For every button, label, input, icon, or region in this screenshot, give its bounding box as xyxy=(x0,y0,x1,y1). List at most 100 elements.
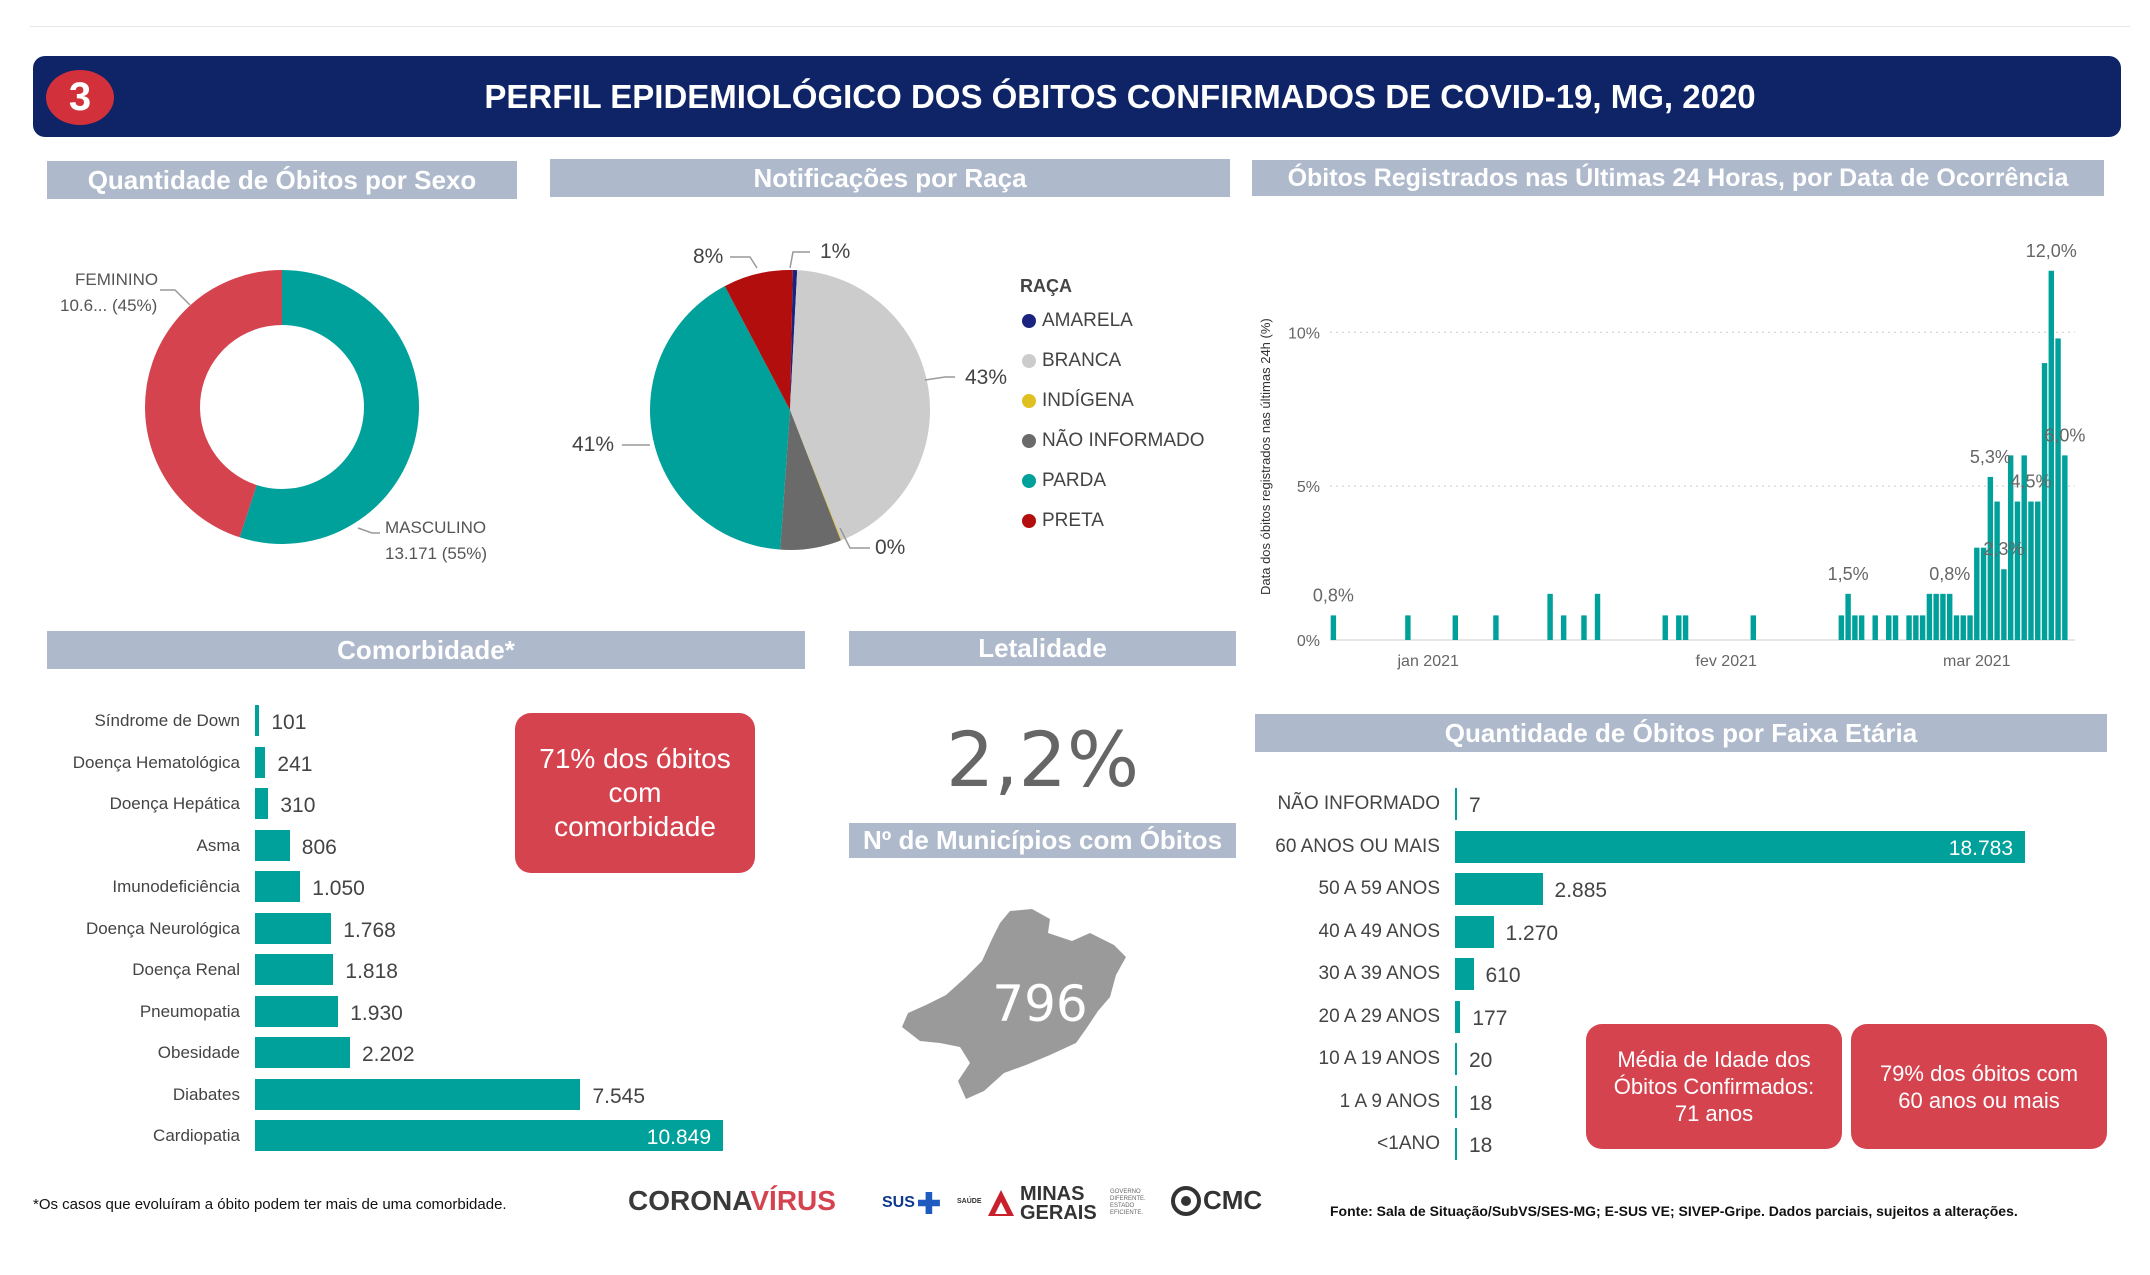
municipios-value: 796 xyxy=(992,975,1088,1033)
data-label: 1.818 xyxy=(345,960,398,983)
donut-label-masculino: MASCULINO xyxy=(385,518,487,537)
data-label: 10.849 xyxy=(646,1126,711,1149)
legend-raca: AMARELA BRANCA INDÍGENA NÃO INFORMADO PARDA P… xyxy=(1022,310,1205,550)
section-badge: 3 xyxy=(46,70,114,125)
comorbidade-summary-box: 71% dos óbitos com comorbidade xyxy=(515,713,755,873)
legend-item: NÃO INFORMADO xyxy=(1022,430,1205,470)
bar xyxy=(1967,615,1973,640)
minas-gerais-map xyxy=(902,909,1126,1099)
bar xyxy=(255,1120,723,1151)
pie-slice-preta xyxy=(724,270,793,410)
donut-chart-sexo xyxy=(145,270,419,544)
pie-slice-indígena xyxy=(790,410,842,541)
category-label: <1ANO xyxy=(1377,1133,1440,1154)
data-label: 177 xyxy=(1472,1006,1508,1030)
category-label: 30 A 39 ANOS xyxy=(1318,963,1440,984)
legend-swatch xyxy=(1022,313,1036,328)
bar xyxy=(1455,1043,1457,1075)
legend-item: PARDA xyxy=(1022,470,1205,510)
donut-label-feminino: FEMININO xyxy=(75,270,159,289)
bar xyxy=(2014,501,2021,640)
bar xyxy=(1493,615,1499,640)
pie-slice-não-informado xyxy=(780,410,841,550)
bar xyxy=(2048,270,2055,640)
sus-logo: SUS xyxy=(882,1192,940,1214)
data-label: 18 xyxy=(1469,1134,1493,1157)
bar xyxy=(1994,501,2000,640)
donut-value-feminino: 10.6... (45%) xyxy=(60,296,158,315)
bar xyxy=(255,705,260,736)
pie-label-parda: 41% xyxy=(572,433,615,456)
category-label: Doença Hepática xyxy=(109,794,240,813)
data-label: 18 xyxy=(1469,1091,1493,1115)
category-label: 50 A 59 ANOS xyxy=(1318,878,1440,899)
bar xyxy=(1940,593,1946,640)
data-label: 0,8% xyxy=(1929,564,1970,584)
bar xyxy=(1980,547,1987,640)
section-header-municipios: Nº de Municípios com Óbitos xyxy=(849,823,1236,858)
bar xyxy=(1682,615,1689,640)
legend-swatch xyxy=(1022,393,1036,408)
section-header-faixa: Quantidade de Óbitos por Faixa Etária xyxy=(1255,714,2107,752)
category-label: NÃO INFORMADO xyxy=(1277,793,1440,814)
y-tick-label: 5% xyxy=(1297,479,1320,496)
data-label: 7.545 xyxy=(592,1084,646,1108)
bar xyxy=(1452,615,1459,640)
data-label: 2.202 xyxy=(361,1043,415,1066)
bar xyxy=(255,995,339,1027)
sus-cross-icon xyxy=(917,1192,940,1214)
y-axis-label: Data dos óbitos registrados nas últimas … xyxy=(1258,318,1273,595)
source-text: Fonte: Sala de Situação/SubVS/SES-MG; E-… xyxy=(1330,1203,2018,1219)
bar xyxy=(1892,615,1899,640)
pie-chart-raca xyxy=(650,270,930,550)
legend-label: PRETA xyxy=(1042,510,1104,531)
bar xyxy=(2007,455,2014,640)
y-tick-label: 10% xyxy=(1288,325,1320,342)
legend-item: BRANCA xyxy=(1022,350,1205,390)
x-tick-label: mar 2021 xyxy=(1943,653,2011,670)
data-label: 1,5% xyxy=(1828,564,1869,584)
legend-label: NÃO INFORMADO xyxy=(1042,430,1205,451)
minas-triangle-icon xyxy=(986,1188,1016,1218)
data-label: 310 xyxy=(280,794,316,817)
legend-label: BRANCA xyxy=(1042,350,1122,371)
bar xyxy=(255,912,332,944)
section-header-ultimas24: Óbitos Registrados nas Últimas 24 Horas,… xyxy=(1252,160,2104,196)
data-label: 1.270 xyxy=(1505,921,1559,945)
bar xyxy=(255,788,269,819)
bar xyxy=(1547,593,1553,640)
bar xyxy=(2035,501,2041,640)
data-label: 1.930 xyxy=(350,1001,403,1025)
section-header-comorbidade: Comorbidade* xyxy=(47,631,805,669)
cmc-emblem-icon xyxy=(1170,1185,1202,1217)
legend-swatch xyxy=(1022,433,1036,448)
bar xyxy=(1933,593,1939,640)
bar xyxy=(1330,615,1337,640)
category-label: Obesidade xyxy=(157,1043,240,1062)
cmc-logo: CMC xyxy=(1203,1185,1263,1215)
pie-slice-branca xyxy=(790,270,930,541)
data-label: 6,0% xyxy=(2044,425,2085,445)
bar xyxy=(2021,455,2027,640)
governo-tagline: GOVERNO DIFERENTE. ESTADO EFICIENTE. xyxy=(1110,1189,1146,1216)
legend-label: PARDA xyxy=(1042,470,1107,491)
category-label: Doença Renal xyxy=(132,960,240,979)
saude-label: SAÚDE xyxy=(957,1198,982,1205)
letalidade-value: 2,2% xyxy=(945,715,1140,804)
legend-item: AMARELA xyxy=(1022,310,1205,350)
top-divider xyxy=(30,26,2130,27)
legend-item: PRETA xyxy=(1022,510,1205,550)
bar xyxy=(1676,615,1682,640)
legend-label: INDÍGENA xyxy=(1042,390,1134,411)
category-label: 10 A 19 ANOS xyxy=(1318,1048,1440,1069)
data-label: 1.050 xyxy=(312,877,365,900)
bar xyxy=(1838,615,1845,640)
bar-chart-faixa-etaria: NÃO INFORMADO 7 60 ANOS OU MAIS 18.783 50 A … xyxy=(1260,788,2110,1168)
category-label: Diabates xyxy=(172,1084,240,1104)
legend-swatch xyxy=(1022,513,1036,528)
bar xyxy=(1926,593,1933,640)
bar xyxy=(1953,615,1960,640)
bar xyxy=(1455,958,1474,990)
legend-item: INDÍGENA xyxy=(1022,390,1205,430)
bar xyxy=(1987,476,1994,640)
